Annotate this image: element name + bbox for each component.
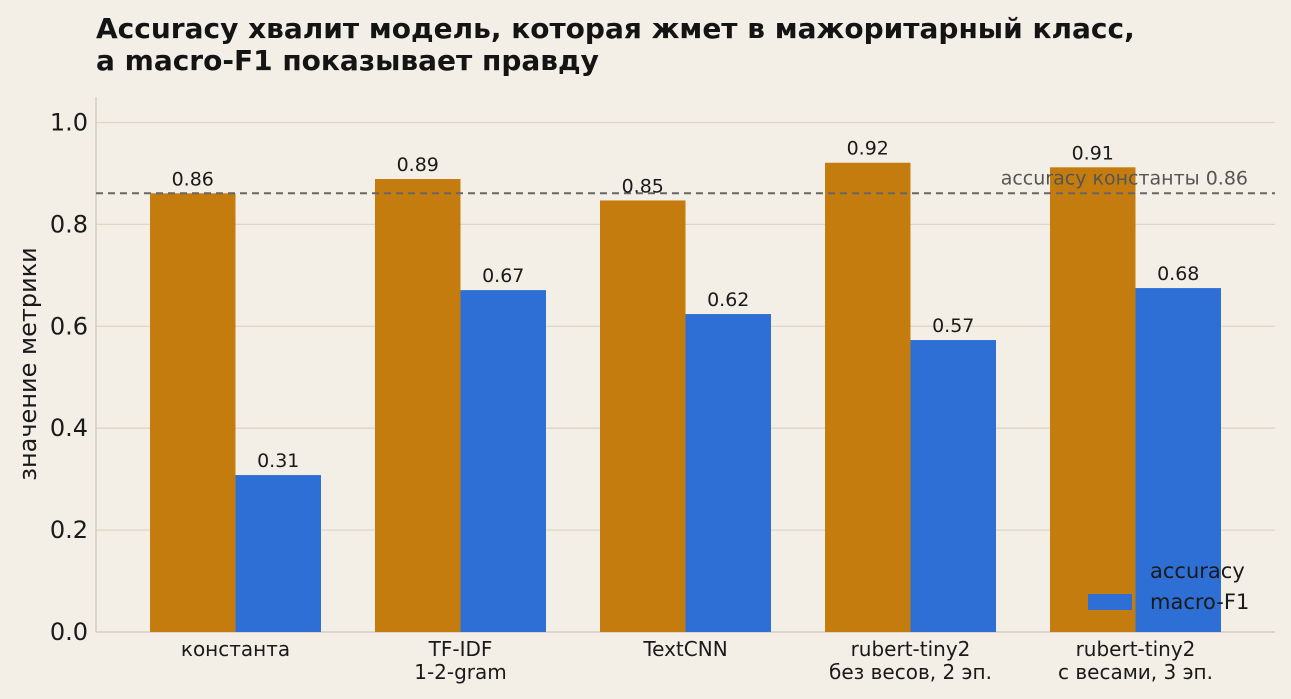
- y-tick-label: 0.8: [50, 210, 88, 238]
- legend-swatch: [1088, 563, 1132, 579]
- x-tick-label: 1-2-gram: [414, 660, 507, 684]
- data-label: 0.89: [397, 154, 439, 176]
- y-tick-label: 0.2: [50, 516, 88, 544]
- data-label: 0.67: [482, 265, 524, 287]
- bar-macro-f1: [685, 314, 771, 632]
- bar-macro-f1: [910, 340, 996, 632]
- x-tick-label: с весами, 3 эп.: [1058, 660, 1213, 684]
- legend-label: macro-F1: [1150, 590, 1249, 614]
- bar-accuracy: [825, 162, 911, 632]
- bar-accuracy: [375, 179, 461, 633]
- x-tick-label: rubert-tiny2: [1076, 637, 1196, 661]
- reference-line-group: accuracy константы 0.86: [96, 167, 1275, 195]
- data-label: 0.91: [1072, 142, 1114, 164]
- y-tick-label: 1.0: [50, 108, 88, 136]
- bars: [150, 162, 1221, 633]
- data-label: 0.62: [707, 289, 749, 311]
- x-tick-label: без весов, 2 эп.: [829, 660, 992, 684]
- y-tick-labels: 0.0 0.2 0.4 0.6 0.8 1.0: [50, 108, 88, 646]
- data-label: 0.57: [932, 315, 974, 337]
- bar-macro-f1: [460, 290, 546, 632]
- y-axis-label: значение метрики: [14, 247, 42, 481]
- chart-title-line-2: а macro-F1 показывает правду: [96, 44, 599, 77]
- x-tick-label: константа: [181, 637, 290, 661]
- y-tick-label: 0.0: [50, 618, 88, 646]
- data-label: 0.31: [257, 450, 299, 472]
- data-labels: 0.86 0.89 0.85 0.92 0.91 0.31 0.67 0.62 0.57 0.68: [172, 138, 1200, 472]
- bar-accuracy: [600, 200, 686, 632]
- legend-label: accuracy: [1150, 559, 1245, 583]
- x-tick-label: TF-IDF: [428, 637, 493, 661]
- chart-title-line-1: Accuracy хвалит модель, которая жмет в м…: [96, 12, 1135, 45]
- y-tick-label: 0.6: [50, 312, 88, 340]
- reference-line-label: accuracy константы 0.86: [1001, 167, 1248, 189]
- bar-accuracy: [150, 193, 236, 633]
- data-label: 0.85: [622, 175, 664, 197]
- data-label: 0.86: [172, 168, 214, 190]
- legend: accuracy macro-F1: [1088, 559, 1249, 614]
- y-tick-label: 0.4: [50, 414, 88, 442]
- data-label: 0.68: [1157, 263, 1199, 285]
- bar-macro-f1: [1135, 288, 1221, 632]
- x-tick-label: rubert-tiny2: [851, 637, 971, 661]
- data-label: 0.92: [847, 138, 889, 160]
- bar-accuracy: [1050, 167, 1136, 633]
- legend-swatch: [1088, 594, 1132, 610]
- bar-macro-f1: [235, 475, 321, 632]
- x-tick-label: TextCNN: [642, 637, 727, 661]
